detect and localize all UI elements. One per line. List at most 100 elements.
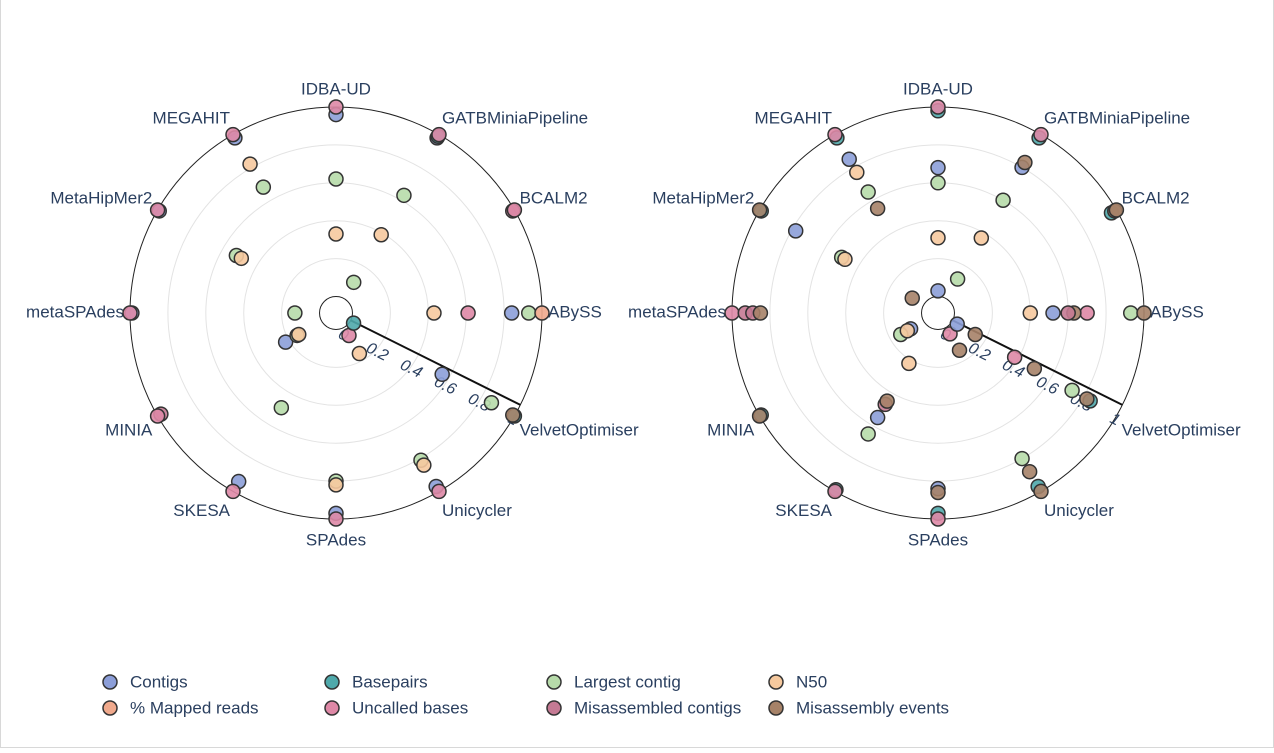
data-point-contigs [1045,305,1061,321]
data-point-n50 [290,326,307,343]
data-point-largest-contig [949,271,966,287]
data-point-n50 [849,164,865,181]
category-label-gatbminiapipeline: GATBMiniaPipeline [442,109,588,128]
polar-outer-ring [129,106,543,520]
data-point--mapped-reads [534,305,550,321]
legend-label: Contigs [130,672,188,691]
legend-item[interactable]: N50 [768,672,827,691]
category-label-skesa: SKESA [173,501,230,520]
data-point-n50 [973,230,990,246]
data-point-misassembly-events [1026,360,1043,377]
category-label-unicycler: Unicycler [442,501,512,520]
legend-item[interactable]: % Mapped reads [102,698,259,717]
category-label-metaspades: metaSPAdes [26,302,124,321]
data-point-largest-contig [995,192,1011,209]
data-point-misassembly-events [751,202,768,218]
data-point-n50 [426,305,442,321]
data-point-basepairs [345,315,362,331]
data-point-misassembly-events [967,326,984,343]
data-point-uncalled-bases [122,305,138,321]
legend-label: Misassembled contigs [574,698,741,717]
legend-label: Uncalled bases [352,698,468,717]
data-point-misassembled-contigs [1060,305,1076,321]
data-point-n50 [242,156,258,172]
legend-label: N50 [796,672,827,691]
data-point-uncalled-bases [149,202,166,218]
data-point-misassembly-events [751,408,768,424]
data-point-contigs [277,334,294,350]
category-label-abyss: ABySS [1150,302,1204,321]
legend-marker [324,674,340,690]
data-point-uncalled-bases [930,511,946,527]
category-label-minia: MINIA [707,420,755,439]
data-point-misassembly-events [505,407,521,423]
legend: Contigs Basepairs Largest contig N50 % Mappe… [102,672,949,717]
category-label-velvetoptimiser: VelvetOptimiser [520,420,639,439]
category-label-idba-ud: IDBA-UD [903,79,973,98]
data-point-uncalled-bases [431,483,447,500]
data-point-uncalled-bases [506,202,523,218]
data-point-n50 [351,345,368,362]
data-point-uncalled-bases [225,483,241,500]
data-point-largest-contig [930,175,946,191]
data-point-misassembly-events [930,484,946,501]
data-point-largest-contig [483,394,500,411]
data-point-uncalled-bases [1079,305,1095,321]
legend-item[interactable]: Misassembled contigs [546,698,741,717]
data-point-n50 [899,322,916,339]
data-point-uncalled-bases [149,408,166,424]
radial-axis-line [350,319,521,406]
legend-marker [768,700,784,716]
data-point-largest-contig [396,187,412,204]
data-point-n50 [930,230,946,246]
category-label-gatbminiapipeline: GATBMiniaPipeline [1044,109,1190,128]
radial-gridline [167,144,505,482]
data-point-uncalled-bases [225,126,241,143]
data-point-n50 [416,457,432,473]
legend-marker [546,700,562,716]
category-label-velvetoptimiser: VelvetOptimiser [1122,420,1241,439]
data-point-n50 [901,355,917,372]
legend-item[interactable]: Misassembly events [768,698,949,717]
data-point-uncalled-bases [328,511,344,527]
legend-item[interactable]: Uncalled bases [324,698,468,717]
legend-label: Largest contig [574,672,681,691]
data-point-n50 [1022,305,1039,321]
data-point-misassembly-events [1108,202,1125,218]
data-point-contigs [949,316,965,332]
category-label-bcalm2: BCALM2 [1122,188,1190,207]
data-point-largest-contig [255,179,272,195]
category-label-abyss: ABySS [548,302,602,321]
legend-marker [324,700,340,716]
data-point-misassembly-events [1033,483,1049,500]
legend-item[interactable]: Basepairs [324,672,428,691]
data-point-misassembly-events [879,393,895,409]
data-point-largest-contig [520,305,537,321]
data-point-largest-contig [860,184,876,200]
radial-gridline [281,258,391,368]
legend-item[interactable]: Contigs [102,672,188,691]
data-point-misassembly-events [1017,154,1033,171]
data-point-uncalled-bases [328,99,344,115]
data-point-misassembly-events [752,305,769,321]
data-point-misassembly-events [869,200,886,217]
legend-marker [768,674,784,690]
legend-marker [546,674,562,690]
data-point-uncalled-bases [431,126,447,143]
data-point-n50 [328,226,344,242]
legend-label: Basepairs [352,672,428,691]
category-label-spades: SPAdes [306,530,366,549]
data-point-largest-contig [860,426,876,442]
category-label-megahit: MEGAHIT [755,109,832,128]
legend-label: % Mapped reads [130,698,259,717]
category-label-unicycler: Unicycler [1044,501,1114,520]
data-point-misassembly-events [1079,391,1095,407]
data-point-uncalled-bases [1006,349,1023,365]
radial-gridline [883,258,993,368]
data-point-uncalled-bases [724,305,740,321]
data-point-contigs [434,366,450,383]
category-label-spades: SPAdes [908,530,968,549]
legend-item[interactable]: Largest contig [546,672,681,691]
data-point-misassembly-events [1021,463,1038,480]
